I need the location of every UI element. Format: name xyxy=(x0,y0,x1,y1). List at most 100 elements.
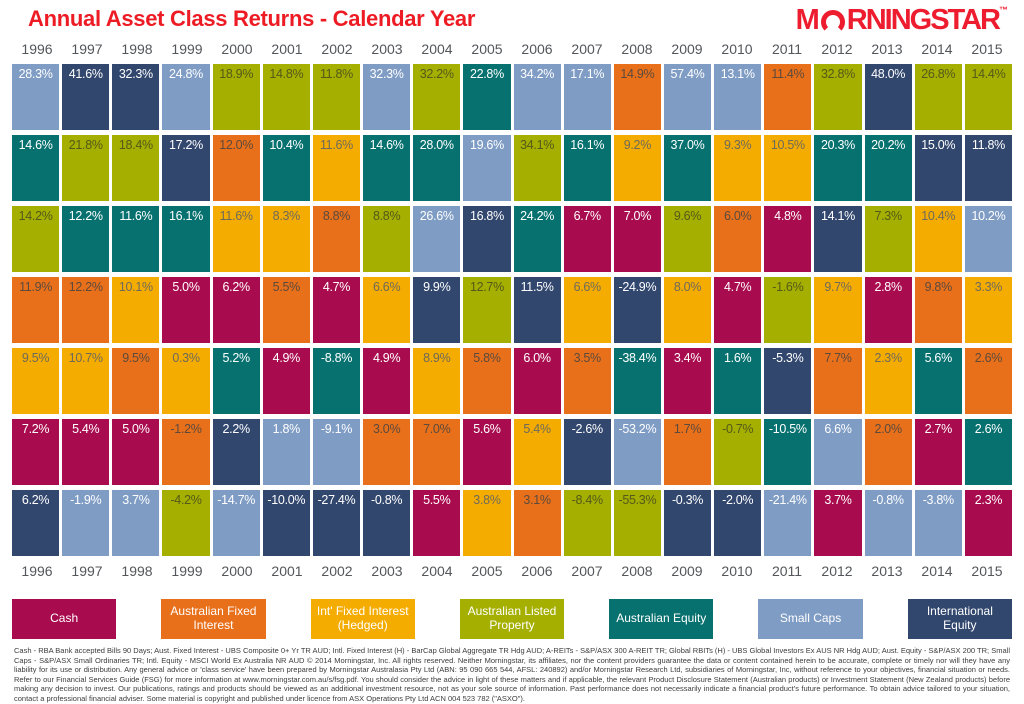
return-cell-2001-aus_equity: 10.4% xyxy=(262,135,310,201)
return-cell-2006-aus_equity: 24.2% xyxy=(513,206,561,272)
return-cell-2005-cash: 5.6% xyxy=(463,419,511,485)
year-label-2006: 2006 xyxy=(521,41,553,57)
return-cell-2000-aus_equity: 5.2% xyxy=(212,348,260,414)
return-cell-2014-aus_fixed_interest: 9.8% xyxy=(914,277,962,343)
return-cell-2007-aus_fixed_interest: 3.5% xyxy=(563,348,611,414)
return-cell-2001-aus_fixed_interest: 5.5% xyxy=(262,277,310,343)
return-cell-2010-aus_listed_property: -0.7% xyxy=(714,419,762,485)
return-cell-1997-aus_fixed_interest: 12.2% xyxy=(62,277,110,343)
return-cell-2006-cash: 6.0% xyxy=(513,348,561,414)
return-cell-2012-small_caps: 6.6% xyxy=(814,419,862,485)
return-cell-2009-aus_fixed_interest: 1.7% xyxy=(663,419,712,485)
year-label-2004: 2004 xyxy=(421,563,453,579)
return-cell-1998-intl_fixed_interest_hedged: 10.1% xyxy=(112,277,160,343)
year-label-2013: 2013 xyxy=(871,563,903,579)
return-cell-1996-cash: 7.2% xyxy=(12,419,60,485)
return-cell-2001-cash: 4.9% xyxy=(262,348,310,414)
return-cell-2000-aus_listed_property: 18.9% xyxy=(212,64,260,130)
year-label-1998: 1998 xyxy=(121,563,153,579)
year-label-2014: 2014 xyxy=(921,41,953,57)
return-cell-2007-aus_listed_property: -8.4% xyxy=(563,490,611,556)
year-label-2005: 2005 xyxy=(471,563,503,579)
logo-text-left: M xyxy=(795,4,820,36)
return-cell-2003-aus_equity: 14.6% xyxy=(363,135,411,201)
return-cell-2001-intl_fixed_interest_hedged: 8.3% xyxy=(262,206,310,272)
year-label-1997: 1997 xyxy=(71,41,103,57)
return-cell-2007-aus_equity: 16.1% xyxy=(563,135,611,201)
return-cell-1997-intl_fixed_interest_hedged: 10.7% xyxy=(62,348,110,414)
year-label-2003: 2003 xyxy=(371,563,403,579)
return-cell-2012-aus_listed_property: 32.8% xyxy=(814,64,862,130)
return-cell-2005-aus_fixed_interest: 5.8% xyxy=(463,348,511,414)
return-cell-1996-intl_equity: 6.2% xyxy=(12,490,60,556)
return-cell-2003-intl_equity: -0.8% xyxy=(363,490,411,556)
return-cell-1997-small_caps: -1.9% xyxy=(62,490,110,556)
return-cell-2004-aus_equity: 28.0% xyxy=(413,135,461,201)
return-cell-1997-aus_listed_property: 21.8% xyxy=(62,135,110,201)
return-cell-2004-small_caps: 26.6% xyxy=(413,206,461,272)
return-cell-1999-aus_fixed_interest: -1.2% xyxy=(162,419,210,485)
return-cell-1997-aus_equity: 12.2% xyxy=(62,206,110,272)
return-cell-2013-aus_listed_property: 7.3% xyxy=(864,206,912,272)
return-cell-1996-aus_listed_property: 14.2% xyxy=(12,206,60,272)
return-cell-2006-aus_fixed_interest: 3.1% xyxy=(513,490,561,556)
return-cell-2008-cash: 7.0% xyxy=(613,206,661,272)
year-label-2012: 2012 xyxy=(821,41,853,57)
year-label-2001: 2001 xyxy=(271,41,303,57)
return-cell-2002-small_caps: -9.1% xyxy=(312,419,361,485)
return-cell-2007-intl_fixed_interest_hedged: 6.6% xyxy=(563,277,611,343)
return-cell-1999-small_caps: 24.8% xyxy=(162,64,210,130)
return-cell-2013-intl_fixed_interest_hedged: 2.3% xyxy=(864,348,912,414)
morningstar-logo: M RNINGSTAR ™ xyxy=(796,4,1008,37)
legend-aus_fixed_interest: Australian Fixed Interest xyxy=(161,599,266,639)
return-cell-2011-intl_equity: -5.3% xyxy=(764,348,812,414)
return-cell-2001-aus_listed_property: 14.8% xyxy=(262,64,310,130)
return-cell-2010-cash: 4.7% xyxy=(714,277,762,343)
return-cell-2006-aus_listed_property: 34.1% xyxy=(513,135,561,201)
return-cell-2009-small_caps: 57.4% xyxy=(663,64,712,130)
year-label-2003: 2003 xyxy=(371,41,403,57)
return-cell-2015-aus_listed_property: 14.4% xyxy=(964,64,1012,130)
return-cell-2009-aus_listed_property: 9.6% xyxy=(663,206,712,272)
year-label-2002: 2002 xyxy=(321,563,353,579)
return-cell-2000-aus_fixed_interest: 12.0% xyxy=(212,135,260,201)
return-cell-2010-aus_equity: 1.6% xyxy=(714,348,762,414)
return-cell-1999-intl_fixed_interest_hedged: 0.3% xyxy=(162,348,210,414)
return-cell-2015-aus_equity: 2.6% xyxy=(964,419,1012,485)
return-cell-2005-intl_fixed_interest_hedged: 3.8% xyxy=(463,490,511,556)
year-label-1999: 1999 xyxy=(171,41,203,57)
return-cell-2002-aus_equity: -8.8% xyxy=(312,348,361,414)
return-cell-2013-aus_fixed_interest: 2.0% xyxy=(864,419,912,485)
year-label-2008: 2008 xyxy=(621,41,653,57)
return-cell-1997-cash: 5.4% xyxy=(62,419,110,485)
return-cell-1999-aus_listed_property: -4.2% xyxy=(162,490,210,556)
return-cell-2008-intl_fixed_interest_hedged: 9.2% xyxy=(613,135,661,201)
return-cell-1996-small_caps: 28.3% xyxy=(12,64,60,130)
return-cell-1999-intl_equity: 17.2% xyxy=(162,135,210,201)
return-cell-2015-intl_fixed_interest_hedged: 3.3% xyxy=(964,277,1012,343)
legend: Cash Australian Fixed Interest Int' Fixed … xyxy=(0,599,1024,639)
return-cell-2009-aus_equity: 37.0% xyxy=(663,135,712,201)
return-cell-2011-intl_fixed_interest_hedged: 10.5% xyxy=(764,135,812,201)
return-cell-1998-intl_equity: 32.3% xyxy=(112,64,160,130)
return-cell-2002-aus_listed_property: 11.8% xyxy=(312,64,361,130)
return-cell-2011-aus_fixed_interest: 11.4% xyxy=(764,64,812,130)
return-cell-1996-intl_fixed_interest_hedged: 9.5% xyxy=(12,348,60,414)
return-cell-2009-intl_equity: -0.3% xyxy=(663,490,712,556)
return-cell-2000-intl_fixed_interest_hedged: 11.6% xyxy=(212,206,260,272)
year-label-2009: 2009 xyxy=(671,41,703,57)
return-cell-2015-aus_fixed_interest: 2.6% xyxy=(964,348,1012,414)
return-cell-2005-aus_equity: 22.8% xyxy=(463,64,511,130)
year-label-2013: 2013 xyxy=(871,41,903,57)
return-cell-2006-intl_equity: 11.5% xyxy=(513,277,561,343)
return-cell-2004-aus_listed_property: 32.2% xyxy=(413,64,461,130)
legend-aus_equity: Australian Equity xyxy=(609,599,714,639)
footnote: Cash - RBA Bank accepted Bills 90 Days; … xyxy=(14,646,1010,703)
legend-small_caps: Small Caps xyxy=(758,599,863,639)
year-label-1996: 1996 xyxy=(21,41,53,57)
year-label-2001: 2001 xyxy=(271,563,303,579)
years-footer-row: 1996 1997 1998 1999 2000 2001 2002 2003 2004 2005… xyxy=(0,560,1024,582)
return-cell-2001-small_caps: 1.8% xyxy=(262,419,310,485)
return-cell-2011-aus_equity: -10.5% xyxy=(764,419,812,485)
years-header-row: 1996 1997 1998 1999 2000 2001 2002 2003 2004 2005… xyxy=(0,38,1024,60)
